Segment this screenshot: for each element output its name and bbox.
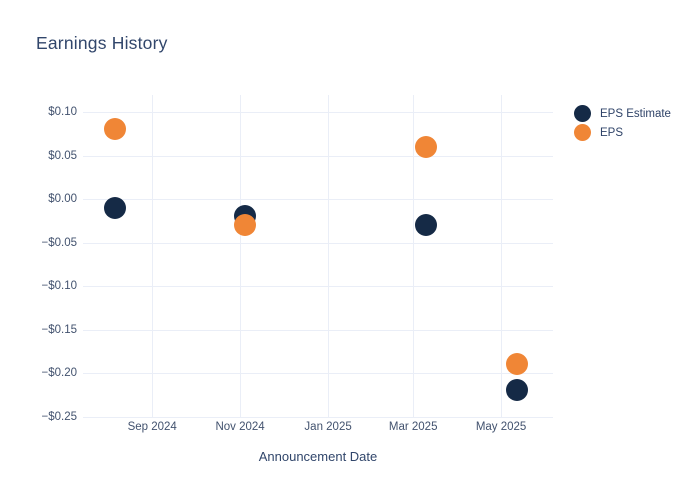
gridline-vertical <box>152 95 154 417</box>
x-axis-tick-label: May 2025 <box>475 421 527 433</box>
x-axis-tick-label: Nov 2024 <box>215 421 265 433</box>
eps-estimate-marker-icon <box>574 105 591 122</box>
chart-title: Earnings History <box>36 33 168 53</box>
legend-label-eps: EPS <box>600 126 624 139</box>
data-point-eps[interactable] <box>103 118 126 141</box>
gridline-horizontal <box>83 416 553 418</box>
legend-label-eps-estimate: EPS Estimate <box>600 107 671 120</box>
y-axis-tick-label: $0.10 <box>48 106 77 118</box>
y-axis-tick-label: −$0.05 <box>41 236 78 249</box>
gridline-horizontal <box>83 199 553 200</box>
y-axis-tick-label: $0.05 <box>48 149 77 162</box>
gridline-horizontal <box>83 112 553 113</box>
data-point-eps[interactable] <box>233 214 256 237</box>
data-point-eps-estimate[interactable] <box>415 214 438 237</box>
data-point-eps-estimate[interactable] <box>103 196 126 219</box>
eps-marker-icon <box>574 124 591 141</box>
x-axis-tick-label: Mar 2025 <box>388 421 438 433</box>
gridline-vertical <box>328 95 330 417</box>
gridline-horizontal <box>83 329 553 331</box>
y-axis-tick-label: $0.00 <box>48 193 77 205</box>
y-axis-tick-label: −$0.15 <box>41 323 78 336</box>
gridline-horizontal <box>83 242 553 244</box>
data-point-eps[interactable] <box>506 353 528 376</box>
x-axis-title: Announcement Date <box>258 449 378 464</box>
y-axis-tick-label: −$0.25 <box>41 410 78 423</box>
x-axis-tick-label: Jan 2025 <box>304 421 352 433</box>
gridline-horizontal <box>83 155 553 157</box>
legend: EPS Estimate EPS <box>574 104 671 142</box>
gridline-horizontal <box>83 373 553 374</box>
gridline-vertical <box>413 95 415 417</box>
legend-item-eps-estimate[interactable]: EPS Estimate <box>574 104 671 123</box>
plot-area[interactable] <box>83 95 553 418</box>
y-axis-tick-label: −$0.10 <box>41 280 78 292</box>
x-axis-tick-label: Sep 2024 <box>127 421 177 433</box>
gridline-horizontal <box>83 286 553 287</box>
legend-item-eps[interactable]: EPS <box>574 123 671 142</box>
data-point-eps-estimate[interactable] <box>506 379 528 402</box>
data-point-eps[interactable] <box>415 135 438 158</box>
gridline-vertical <box>501 95 503 417</box>
y-axis-tick-label: −$0.20 <box>41 367 78 379</box>
gridline-vertical <box>240 95 242 417</box>
